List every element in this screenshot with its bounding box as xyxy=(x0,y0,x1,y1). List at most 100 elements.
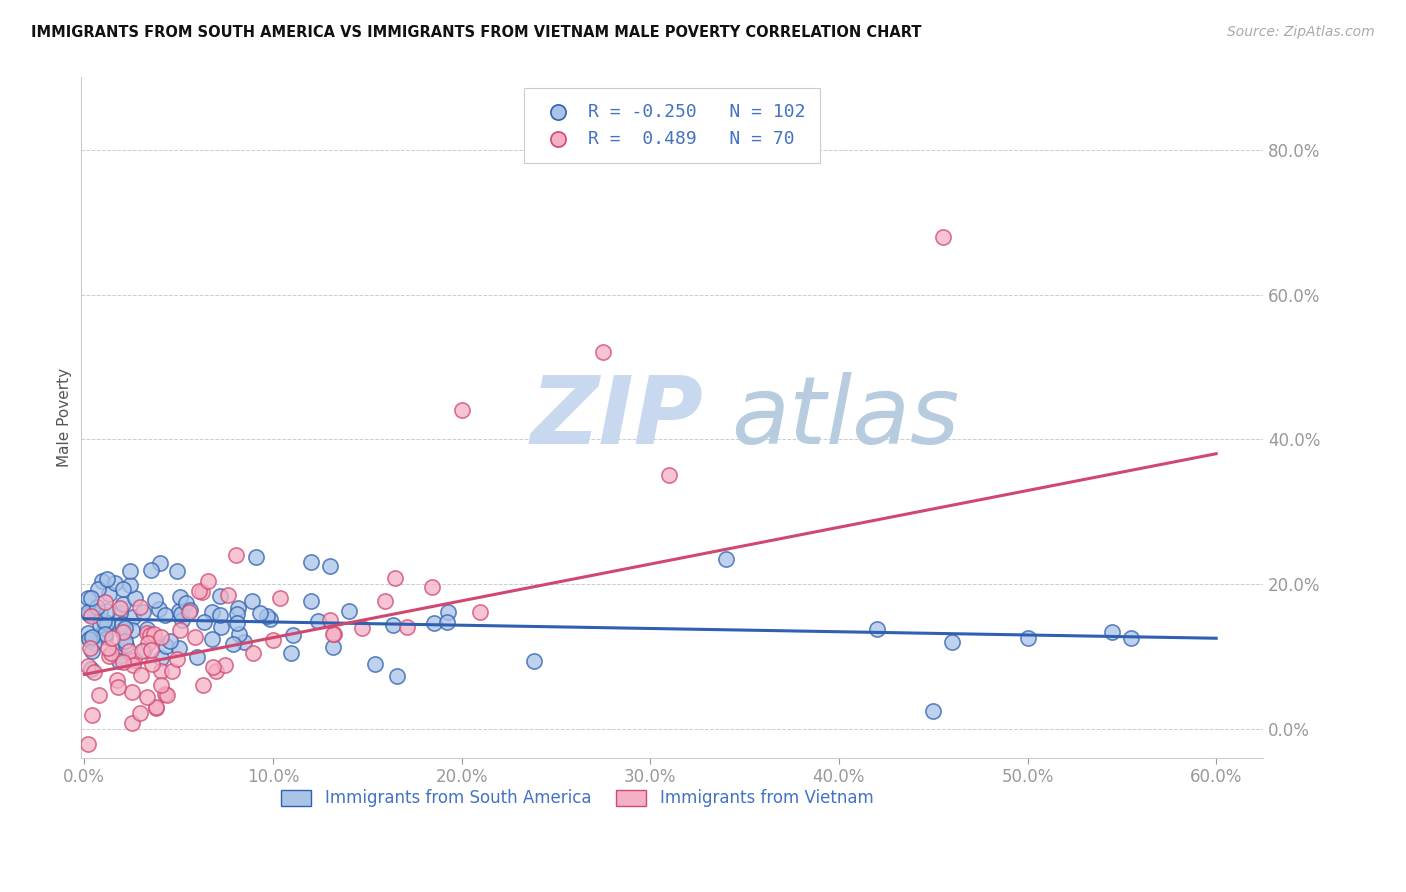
Point xyxy=(111,655,134,669)
Point xyxy=(122,610,145,624)
Point xyxy=(167,604,190,618)
Point xyxy=(128,706,150,720)
Point xyxy=(470,606,492,620)
Point xyxy=(150,678,173,692)
Point xyxy=(364,657,387,672)
Point xyxy=(262,632,284,647)
Point xyxy=(931,229,953,244)
Point xyxy=(77,632,100,647)
Point xyxy=(94,595,117,609)
Point xyxy=(197,574,219,588)
Point xyxy=(114,633,136,648)
Point xyxy=(115,638,138,652)
Point xyxy=(381,617,404,632)
Point xyxy=(145,701,167,715)
Point xyxy=(436,615,458,630)
Point xyxy=(93,614,115,628)
Point xyxy=(111,617,134,632)
Point xyxy=(337,604,360,618)
Point xyxy=(249,606,271,620)
Point xyxy=(186,650,208,665)
Point xyxy=(77,738,100,752)
Point xyxy=(77,607,100,622)
Point xyxy=(150,651,173,665)
Point xyxy=(134,643,156,657)
Text: ZIP: ZIP xyxy=(530,372,703,464)
Point xyxy=(242,646,264,660)
Point xyxy=(96,604,118,618)
Point xyxy=(269,591,291,605)
Point xyxy=(201,659,224,673)
Point xyxy=(228,627,250,641)
Point xyxy=(280,646,302,660)
Point xyxy=(226,600,249,615)
Point xyxy=(420,580,443,594)
Point xyxy=(1101,625,1123,640)
Point xyxy=(155,639,177,653)
Point xyxy=(83,665,105,679)
Point xyxy=(90,625,112,640)
Point xyxy=(111,623,134,637)
Point xyxy=(256,609,278,624)
Point xyxy=(201,632,224,646)
Point xyxy=(98,649,121,664)
Point xyxy=(111,582,134,597)
Point xyxy=(84,604,107,618)
Point xyxy=(319,613,342,627)
Point xyxy=(80,662,103,676)
Text: atlas: atlas xyxy=(731,372,959,463)
Point xyxy=(150,630,173,644)
Point xyxy=(121,715,143,730)
Point xyxy=(107,654,129,668)
Point xyxy=(225,548,247,562)
Point xyxy=(423,616,446,631)
Point xyxy=(149,556,172,570)
Point xyxy=(209,620,232,634)
Point xyxy=(162,664,184,678)
Point xyxy=(77,591,100,606)
Point xyxy=(77,625,100,640)
Point xyxy=(922,704,945,718)
Point xyxy=(299,555,322,569)
Point xyxy=(159,634,181,648)
Point xyxy=(139,564,162,578)
Point xyxy=(166,564,188,578)
Point xyxy=(89,618,111,632)
Point xyxy=(523,654,546,668)
Point xyxy=(169,623,191,637)
Legend: Immigrants from South America, Immigrants from Vietnam: Immigrants from South America, Immigrant… xyxy=(274,782,880,814)
Point xyxy=(436,605,458,619)
Point xyxy=(214,658,236,673)
Point xyxy=(865,622,887,636)
Point xyxy=(172,613,194,627)
Point xyxy=(322,626,344,640)
Point xyxy=(226,607,249,621)
Point xyxy=(108,649,131,664)
Point xyxy=(177,605,200,619)
Point xyxy=(232,635,254,649)
Point xyxy=(132,605,155,619)
Point xyxy=(143,627,166,641)
Point xyxy=(128,599,150,614)
Point xyxy=(714,552,737,566)
Point xyxy=(121,658,143,673)
Point xyxy=(129,667,152,681)
Point xyxy=(79,640,101,655)
Point xyxy=(141,657,163,672)
Point xyxy=(205,665,228,679)
Point xyxy=(105,644,128,658)
Point xyxy=(135,626,157,640)
Point xyxy=(150,665,173,679)
Point xyxy=(208,607,231,622)
Point xyxy=(136,635,159,649)
Point xyxy=(79,632,101,647)
Point xyxy=(118,644,141,658)
Point xyxy=(318,558,340,573)
Point xyxy=(112,625,135,640)
Point xyxy=(108,600,131,615)
Point xyxy=(941,635,963,649)
Point xyxy=(217,588,239,602)
Point xyxy=(112,597,135,611)
Point xyxy=(120,564,142,578)
Point xyxy=(139,643,162,657)
